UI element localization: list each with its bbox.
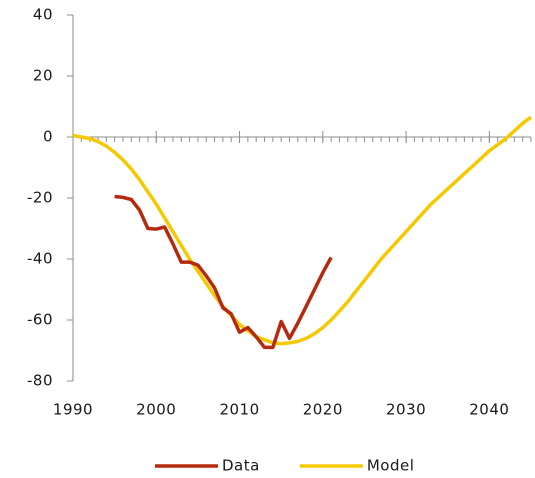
series-line xyxy=(72,115,533,346)
x-tick-label: 2040 xyxy=(469,401,509,419)
x-tick-label: 2000 xyxy=(136,401,176,419)
y-tick-label: -40 xyxy=(27,250,53,268)
x-tick-label: 2030 xyxy=(386,401,426,419)
y-tick-label: -60 xyxy=(27,311,53,329)
y-tick-label: -20 xyxy=(27,189,53,207)
series-line xyxy=(114,194,333,350)
y-tick-label: 40 xyxy=(33,6,53,24)
x-tick-label: 2010 xyxy=(219,401,259,419)
x-tick-label: 1990 xyxy=(53,401,93,419)
legend-label: Model xyxy=(367,457,415,475)
x-tick-label: 2020 xyxy=(303,401,343,419)
y-tick-label: 0 xyxy=(43,128,53,146)
legend-label: Data xyxy=(222,457,260,475)
y-tick-label: -80 xyxy=(27,372,53,390)
y-tick-label: 20 xyxy=(33,67,53,85)
